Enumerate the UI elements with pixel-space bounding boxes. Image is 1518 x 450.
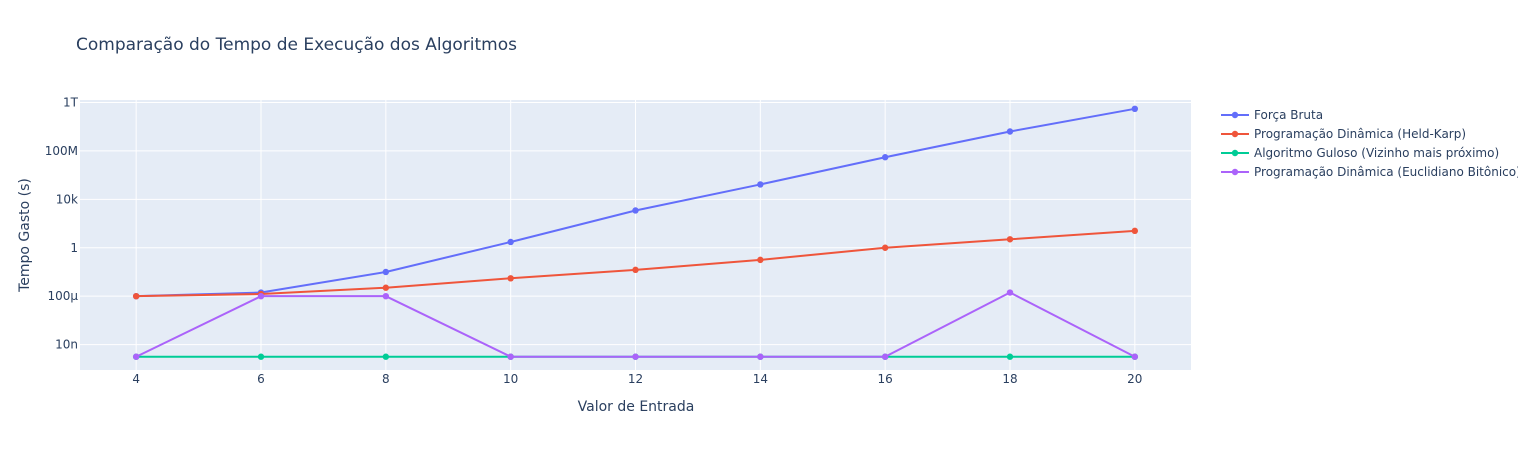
legend-swatch-marker: [1231, 149, 1239, 157]
data-point: [1006, 289, 1014, 296]
data-point: [382, 292, 390, 300]
x-gridlines: [135, 100, 1136, 370]
y-tick-labels: 10n 100µ 1 10k 100M 1T: [45, 95, 79, 351]
data-point: [757, 256, 764, 264]
data-point: [757, 181, 764, 188]
data-point: [1006, 353, 1014, 360]
data-point: [382, 284, 390, 291]
legend-label: Algoritmo Guloso (Vizinho mais próximo): [1254, 146, 1499, 160]
legend-label: Programação Dinâmica (Euclidiano Bitônic…: [1254, 165, 1518, 179]
data-point: [1006, 236, 1014, 243]
x-tick-label: 20: [1127, 372, 1142, 386]
data-point: [1131, 227, 1139, 235]
data-point: [257, 292, 265, 300]
y-tick-label: 10n: [55, 338, 78, 352]
x-axis-title: Valor de Entrada: [578, 399, 695, 415]
legend-swatch-marker: [1231, 168, 1239, 176]
x-tick-label: 14: [753, 372, 768, 386]
y-axis-title: Tempo Gasto (s): [17, 178, 33, 293]
x-tick-label: 10: [503, 372, 518, 386]
legend-item: Programação Dinâmica (Euclidiano Bitônic…: [1221, 165, 1518, 179]
x-tick-label: 12: [628, 372, 643, 386]
y-tick-label: 1: [70, 241, 78, 255]
data-point: [382, 268, 390, 276]
data-point: [507, 353, 514, 360]
y-tick-label: 100µ: [47, 289, 78, 303]
data-point: [1006, 128, 1014, 135]
y-tick-label: 100M: [45, 144, 78, 158]
x-tick-labels: 4 6 8 10 12 14 16 18 20: [132, 372, 1142, 386]
legend-item: Programação Dinâmica (Held-Karp): [1221, 127, 1466, 141]
y-tick-label: 10k: [56, 192, 78, 206]
x-tick-label: 8: [382, 372, 390, 386]
data-point: [632, 353, 639, 360]
series-4: [132, 289, 1139, 360]
legend-swatch-marker: [1231, 111, 1239, 119]
data-point: [382, 353, 390, 360]
data-point: [881, 353, 889, 360]
data-point: [881, 244, 889, 251]
data-point: [507, 238, 514, 246]
legend: Força Bruta Programação Dinâmica (Held-Ka…: [1221, 108, 1518, 179]
data-point: [1131, 353, 1139, 360]
legend-item: Força Bruta: [1221, 108, 1323, 122]
data-point: [507, 275, 514, 282]
series-layer: [132, 105, 1139, 360]
x-tick-label: 6: [257, 372, 265, 386]
data-point: [632, 207, 639, 214]
legend-item: Algoritmo Guloso (Vizinho mais próximo): [1221, 146, 1499, 160]
data-point: [257, 353, 265, 360]
data-point: [132, 353, 140, 360]
x-tick-label: 4: [132, 372, 140, 386]
legend-label: Programação Dinâmica (Held-Karp): [1254, 127, 1466, 141]
x-tick-label: 16: [878, 372, 893, 386]
legend-label: Força Bruta: [1254, 108, 1323, 122]
chart-title: Comparação do Tempo de Execução dos Algo…: [76, 35, 517, 55]
x-tick-label: 18: [1002, 372, 1017, 386]
data-point: [757, 353, 764, 360]
legend-swatch-marker: [1231, 130, 1239, 138]
data-point: [881, 154, 889, 161]
y-tick-label: 1T: [63, 95, 79, 109]
data-point: [132, 292, 140, 300]
data-point: [632, 266, 639, 274]
data-point: [1131, 105, 1139, 113]
